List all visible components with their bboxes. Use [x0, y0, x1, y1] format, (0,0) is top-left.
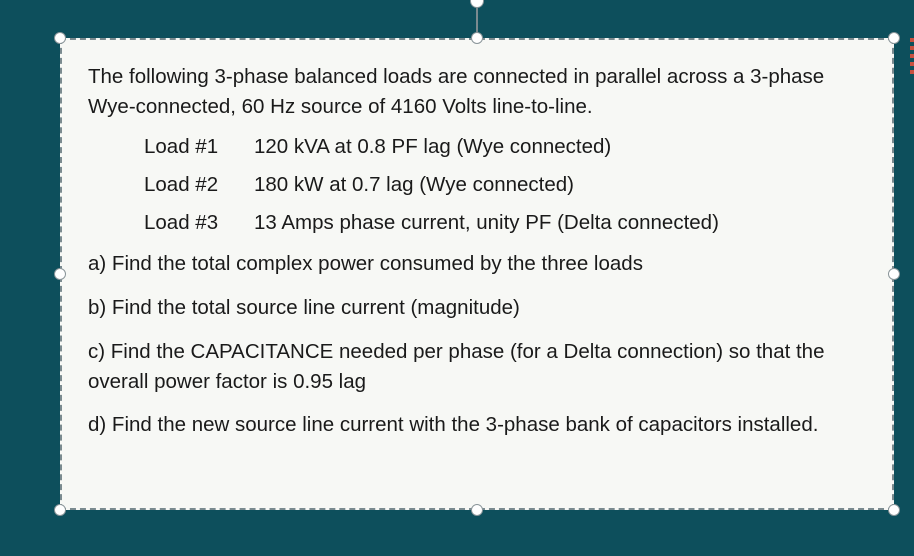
load-row-1: Load #1 120 kVA at 0.8 PF lag (Wye conne…	[88, 135, 866, 159]
selection-handle-top-mid[interactable]	[471, 32, 483, 44]
question-b: b) Find the total source line current (m…	[88, 293, 866, 323]
selection-handle-bot-right[interactable]	[888, 504, 900, 516]
question-d: d) Find the new source line current with…	[88, 410, 866, 440]
comment-indicator	[910, 38, 914, 78]
problem-text-box[interactable]: The following 3-phase balanced loads are…	[60, 38, 894, 510]
selection-handle-top-right[interactable]	[888, 32, 900, 44]
selection-handle-mid-right[interactable]	[888, 268, 900, 280]
load-3-label: Load #3	[144, 211, 254, 235]
selection-rotate-handle[interactable]	[470, 0, 484, 8]
selection-handle-bot-left[interactable]	[54, 504, 66, 516]
load-row-2: Load #2 180 kW at 0.7 lag (Wye connected…	[88, 173, 866, 197]
load-1-label: Load #1	[144, 135, 254, 159]
question-c: c) Find the CAPACITANCE needed per phase…	[88, 337, 866, 396]
load-2-label: Load #2	[144, 173, 254, 197]
selection-handle-bot-mid[interactable]	[471, 504, 483, 516]
selection-handle-top-left[interactable]	[54, 32, 66, 44]
intro-paragraph: The following 3-phase balanced loads are…	[88, 62, 866, 121]
load-1-desc: 120 kVA at 0.8 PF lag (Wye connected)	[254, 135, 866, 159]
load-3-desc: 13 Amps phase current, unity PF (Delta c…	[254, 211, 866, 235]
load-2-desc: 180 kW at 0.7 lag (Wye connected)	[254, 173, 866, 197]
question-a: a) Find the total complex power consumed…	[88, 249, 866, 279]
selection-handle-mid-left[interactable]	[54, 268, 66, 280]
load-row-3: Load #3 13 Amps phase current, unity PF …	[88, 211, 866, 235]
